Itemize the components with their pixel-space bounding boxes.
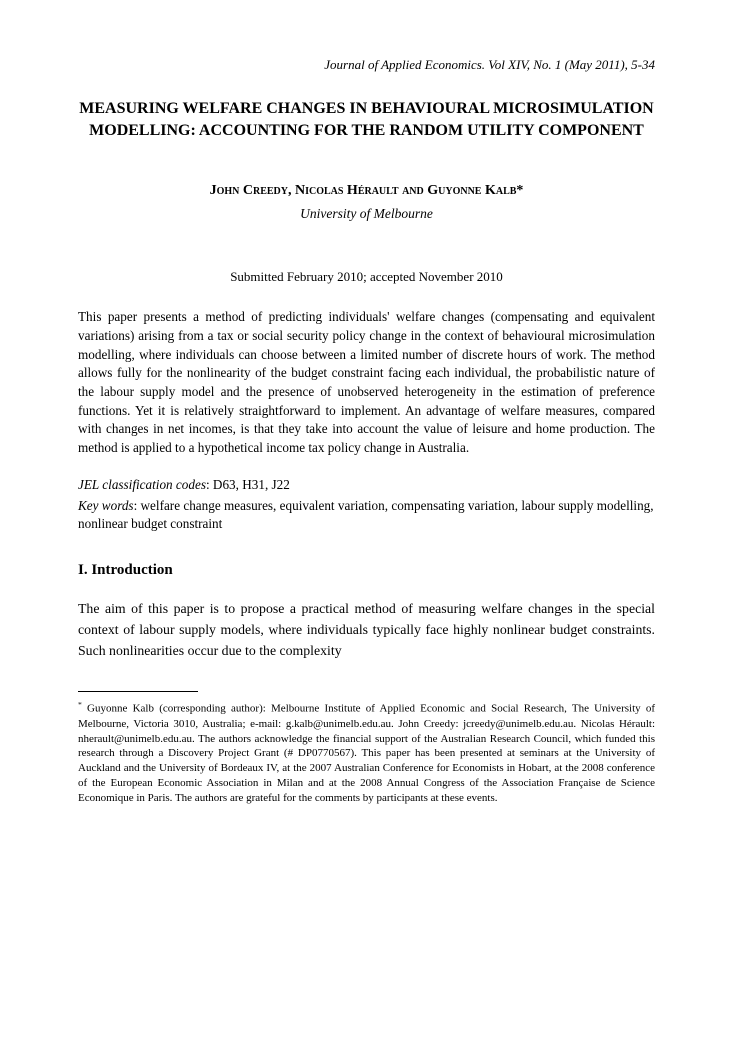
footnote-separator xyxy=(78,691,198,692)
affiliation: University of Melbourne xyxy=(78,205,655,224)
abstract-text: This paper presents a method of predicti… xyxy=(78,308,655,458)
paper-title: MEASURING WELFARE CHANGES IN BEHAVIOURAL… xyxy=(78,98,655,141)
section-heading-introduction: I. Introduction xyxy=(78,560,655,581)
footnote-text: * Guyonne Kalb (corresponding author): M… xyxy=(78,700,655,806)
submission-dates: Submitted February 2010; accepted Novemb… xyxy=(78,268,655,286)
jel-classification: JEL classification codes: D63, H31, J22 xyxy=(78,476,655,495)
journal-reference: Journal of Applied Economics. Vol XIV, N… xyxy=(78,56,655,74)
intro-paragraph: The aim of this paper is to propose a pr… xyxy=(78,599,655,661)
authors-names: John Creedy, Nicolas Hérault and Guyonne… xyxy=(210,183,517,198)
jel-codes: : D63, H31, J22 xyxy=(206,477,290,492)
jel-label: JEL classification codes xyxy=(78,477,206,492)
authors-line: John Creedy, Nicolas Hérault and Guyonne… xyxy=(78,181,655,201)
keywords-line: Key words: welfare change measures, equi… xyxy=(78,497,655,534)
keywords-label: Key words xyxy=(78,498,134,513)
keywords-text: : welfare change measures, equivalent va… xyxy=(78,498,654,532)
author-footnote-marker: * xyxy=(516,183,523,198)
footnote-body: Guyonne Kalb (corresponding author): Mel… xyxy=(78,703,655,804)
